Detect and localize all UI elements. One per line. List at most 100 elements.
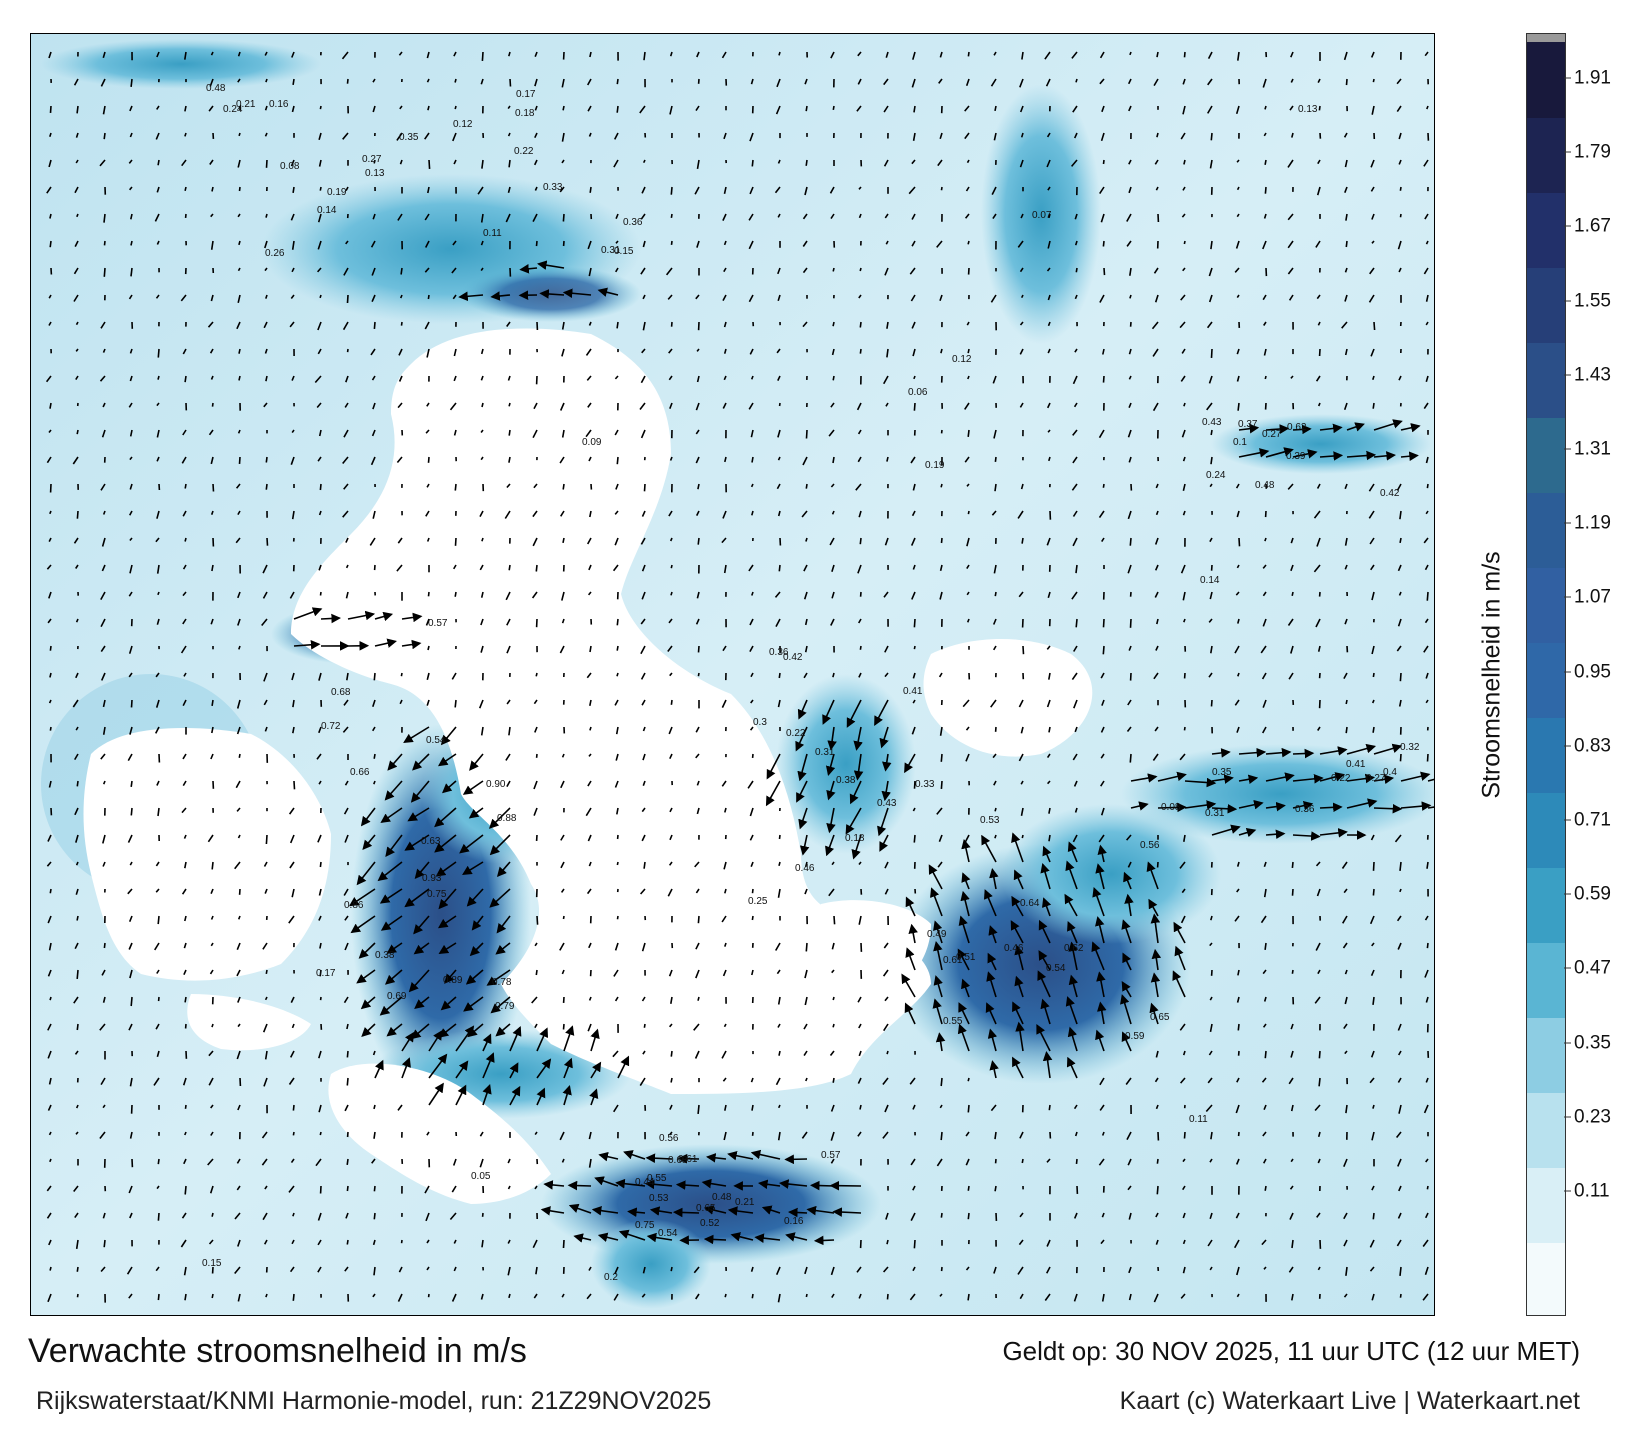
current-arrow: [452, 240, 457, 246]
current-arrow: [293, 780, 296, 790]
current-arrow: [1020, 132, 1024, 138]
current-arrow: [1425, 294, 1429, 302]
current-arrow: [1099, 186, 1105, 195]
current-arrow: [940, 483, 943, 488]
current-arrow: [775, 1077, 781, 1086]
current-arrow: [1235, 591, 1240, 596]
current-arrow: [481, 537, 484, 542]
current-arrow: [751, 591, 754, 596]
current-arrow: [993, 564, 997, 574]
current-arrow: [437, 753, 457, 767]
velocity-label: 0.13: [1298, 104, 1318, 115]
current-arrow: [373, 753, 376, 759]
current-arrow: [345, 375, 349, 383]
current-arrow: [775, 1266, 781, 1276]
current-arrow: [884, 996, 889, 1002]
current-arrow: [694, 186, 700, 195]
current-arrow: [343, 699, 349, 706]
current-arrow: [1425, 1077, 1429, 1083]
current-arrow: [317, 1239, 322, 1246]
current-arrow: [290, 1158, 295, 1164]
current-arrow: [372, 1239, 376, 1246]
current-arrow: [667, 645, 673, 652]
current-arrow: [1234, 267, 1240, 273]
current-arrow: [399, 294, 403, 299]
current-arrow: [1128, 375, 1132, 380]
current-arrow: [184, 1185, 187, 1195]
current-arrow: [99, 375, 106, 382]
current-arrow: [1314, 996, 1321, 1004]
current-arrow: [288, 1077, 295, 1085]
current-arrow: [1182, 105, 1186, 115]
current-arrow: [155, 537, 160, 543]
current-arrow: [519, 264, 538, 274]
current-arrow: [184, 375, 187, 383]
current-arrow: [292, 1293, 295, 1301]
current-arrow: [427, 186, 430, 194]
colorbar-tick-label: 1.79: [1564, 141, 1611, 163]
current-arrow: [857, 996, 862, 1003]
current-arrow: [360, 996, 376, 1010]
current-arrow: [182, 1077, 187, 1086]
velocity-label: 0.56: [1140, 840, 1160, 851]
current-arrow: [371, 375, 376, 381]
velocity-label: 0.13: [365, 168, 385, 179]
current-arrow: [1182, 186, 1186, 191]
current-arrow: [129, 969, 133, 979]
current-arrow: [993, 132, 997, 141]
current-arrow: [992, 213, 997, 220]
current-arrow: [343, 888, 349, 896]
current-arrow: [778, 834, 781, 840]
current-arrow: [1397, 1023, 1402, 1031]
current-arrow: [1153, 1293, 1159, 1303]
current-arrow: [669, 537, 673, 542]
current-arrow: [990, 1104, 997, 1112]
current-arrow: [1424, 969, 1429, 978]
current-arrow: [184, 996, 187, 1003]
current-arrow: [874, 699, 889, 727]
current-arrow: [1265, 447, 1294, 458]
current-arrow: [1018, 699, 1024, 708]
current-arrow: [156, 510, 160, 519]
current-arrow: [344, 402, 349, 408]
current-arrow: [261, 1158, 268, 1166]
current-arrow: [1045, 78, 1051, 87]
current-arrow: [101, 564, 106, 572]
current-arrow: [641, 996, 646, 1002]
current-arrow: [459, 834, 484, 854]
current-arrow: [318, 429, 322, 437]
current-arrow: [857, 51, 862, 57]
current-arrow: [1182, 1050, 1186, 1056]
current-arrow: [379, 996, 403, 1016]
current-arrow: [129, 861, 133, 866]
current-arrow: [830, 1266, 835, 1276]
current-arrow: [1397, 942, 1402, 950]
current-arrow: [939, 564, 943, 571]
current-arrow: [1373, 321, 1376, 331]
current-arrow: [696, 375, 700, 383]
current-arrow: [103, 1239, 106, 1248]
current-arrow: [994, 1131, 997, 1140]
velocity-label: 0.42: [783, 652, 803, 663]
current-arrow: [534, 105, 538, 111]
current-arrow: [1237, 969, 1240, 976]
current-arrow: [157, 375, 160, 380]
current-arrow: [1146, 861, 1159, 890]
velocity-label: 0.93: [422, 873, 442, 884]
current-arrow: [1096, 971, 1106, 998]
current-arrow: [994, 483, 997, 492]
current-arrow: [453, 159, 457, 165]
current-arrow: [667, 888, 673, 897]
current-arrow: [1183, 51, 1186, 58]
current-arrow: [1290, 537, 1294, 544]
velocity-label: 0.36: [769, 647, 789, 658]
current-arrow: [612, 1050, 619, 1058]
current-arrow: [672, 1207, 700, 1218]
current-arrow: [75, 726, 79, 731]
current-arrow: [455, 1060, 469, 1079]
current-arrow: [721, 915, 727, 923]
current-arrow: [750, 699, 754, 704]
current-arrow: [1121, 919, 1132, 944]
current-arrow: [1236, 1077, 1240, 1083]
current-arrow: [1344, 294, 1348, 302]
